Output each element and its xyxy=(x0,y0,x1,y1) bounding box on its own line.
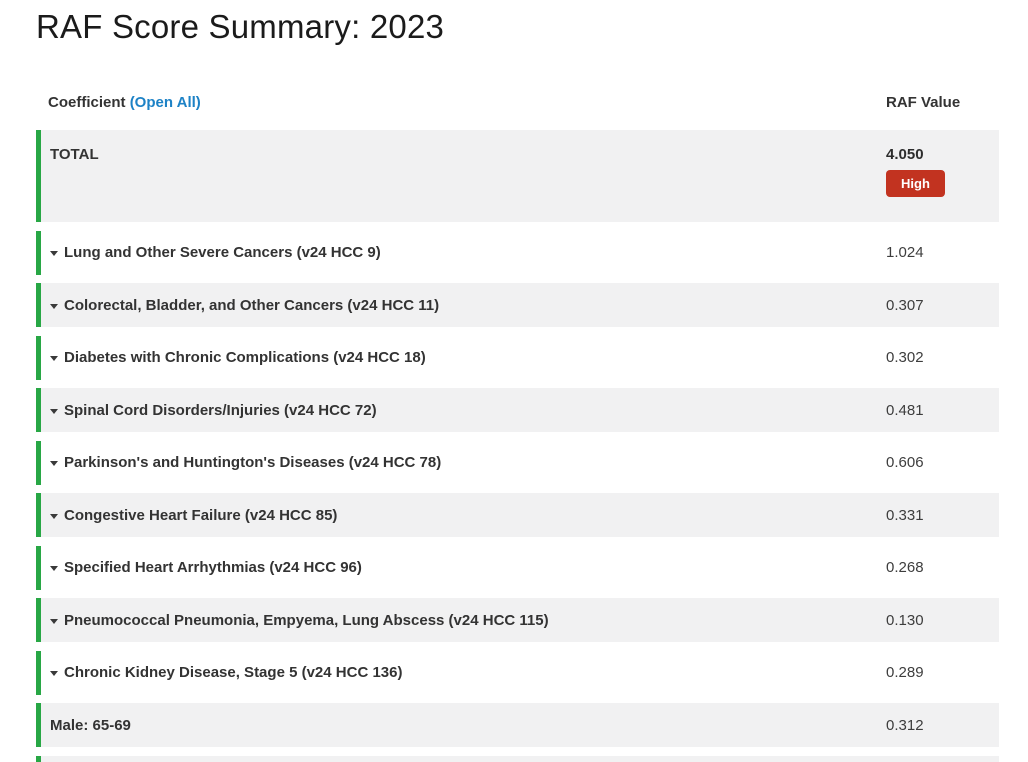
coefficient-row-parkinsons[interactable]: Parkinson's and Huntington's Diseases (v… xyxy=(36,440,999,485)
coefficient-column-header: Coefficient (Open All) xyxy=(48,94,886,112)
coefficient-label: Spinal Cord Disorders/Injuries (v24 HCC … xyxy=(64,401,377,419)
coefficient-header-label: Coefficient xyxy=(48,94,126,111)
expand-caret-icon[interactable] xyxy=(50,408,58,414)
coefficient-label: Specified Heart Arrhythmias (v24 HCC 96) xyxy=(64,559,362,576)
coefficient-label: Diabetes with Chronic Complications (v24… xyxy=(64,349,426,366)
expand-caret-icon[interactable] xyxy=(50,566,58,571)
coefficient-label: Colorectal, Bladder, and Other Cancers (… xyxy=(64,296,440,314)
raf-summary-table: Coefficient (Open All) RAF Value TOTAL 4… xyxy=(36,94,999,762)
raf-value: 0.302 xyxy=(886,349,924,366)
coefficient-label: Parkinson's and Huntington's Diseases (v… xyxy=(64,454,442,471)
coefficient-label: Pneumococcal Pneumonia, Empyema, Lung Ab… xyxy=(64,611,549,629)
raf-value: 0.268 xyxy=(886,559,924,576)
total-row: TOTAL 4.050 High xyxy=(36,130,999,222)
coefficient-row-male-65-69: Male: 65-69 0.312 xyxy=(36,703,999,747)
partial-next-row xyxy=(36,755,999,762)
expand-caret-icon[interactable] xyxy=(50,356,58,361)
table-header-row: Coefficient (Open All) RAF Value xyxy=(36,94,999,112)
coefficient-label: Chronic Kidney Disease, Stage 5 (v24 HCC… xyxy=(64,664,403,681)
coefficient-rows: Lung and Other Severe Cancers (v24 HCC 9… xyxy=(36,230,999,747)
raf-value: 0.481 xyxy=(886,401,924,419)
expand-caret-icon[interactable] xyxy=(50,671,58,676)
raf-value: 0.606 xyxy=(886,454,924,471)
total-raf-value: 4.050 xyxy=(886,146,924,163)
total-value-cell: 4.050 High xyxy=(886,146,999,197)
coefficient-row-chf[interactable]: Congestive Heart Failure (v24 HCC 85) 0.… xyxy=(36,493,999,537)
coefficient-row-pneumonia[interactable]: Pneumococcal Pneumonia, Empyema, Lung Ab… xyxy=(36,598,999,642)
total-label: TOTAL xyxy=(50,146,99,163)
page-title: RAF Score Summary: 2023 xyxy=(36,8,445,45)
expand-caret-icon[interactable] xyxy=(50,513,58,519)
coefficient-row-spinal-cord[interactable]: Spinal Cord Disorders/Injuries (v24 HCC … xyxy=(36,388,999,432)
expand-caret-icon[interactable] xyxy=(50,303,58,309)
coefficient-row-diabetes[interactable]: Diabetes with Chronic Complications (v24… xyxy=(36,335,999,380)
coefficient-row-ckd[interactable]: Chronic Kidney Disease, Stage 5 (v24 HCC… xyxy=(36,650,999,695)
coefficient-row-lung-cancers[interactable]: Lung and Other Severe Cancers (v24 HCC 9… xyxy=(36,230,999,275)
coefficient-label: Congestive Heart Failure (v24 HCC 85) xyxy=(64,506,338,524)
coefficient-row-colorectal-cancers[interactable]: Colorectal, Bladder, and Other Cancers (… xyxy=(36,283,999,327)
expand-caret-icon[interactable] xyxy=(50,618,58,624)
risk-level-badge: High xyxy=(886,170,945,197)
coefficient-row-arrhythmias[interactable]: Specified Heart Arrhythmias (v24 HCC 96)… xyxy=(36,545,999,590)
coefficient-label: Lung and Other Severe Cancers (v24 HCC 9… xyxy=(64,244,381,261)
raf-value: 0.289 xyxy=(886,664,924,681)
expand-caret-icon[interactable] xyxy=(50,461,58,466)
raf-value: 0.331 xyxy=(886,506,924,524)
raf-value: 1.024 xyxy=(886,244,924,261)
raf-value: 0.130 xyxy=(886,611,924,629)
raf-value: 0.307 xyxy=(886,296,924,314)
raf-value: 0.312 xyxy=(886,716,924,734)
open-all-link[interactable]: (Open All) xyxy=(129,94,201,111)
coefficient-label: Male: 65-69 xyxy=(50,716,131,734)
raf-value-column-header: RAF Value xyxy=(886,94,961,111)
expand-caret-icon[interactable] xyxy=(50,251,58,256)
